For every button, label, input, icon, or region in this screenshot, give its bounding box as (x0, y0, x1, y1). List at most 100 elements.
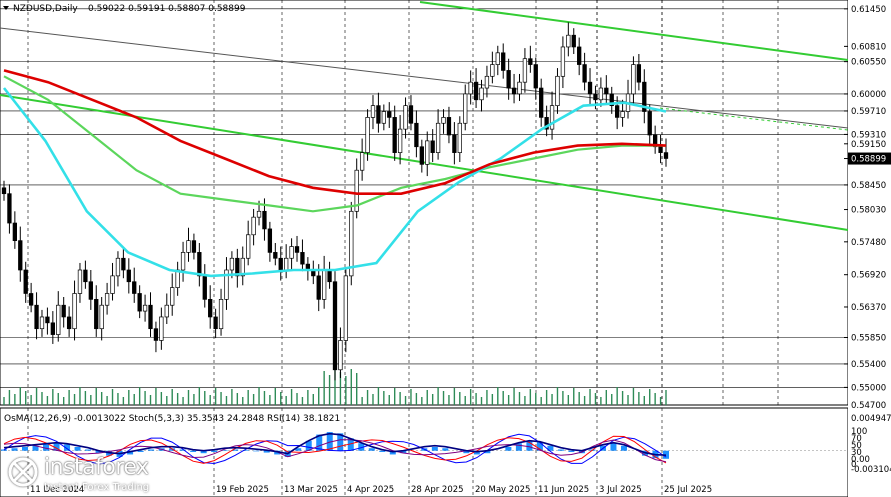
x-tick-label: 4 Apr 2025 (347, 485, 394, 495)
candle-body (12, 222, 18, 242)
osma-bar (95, 450, 102, 454)
candle-body (159, 316, 164, 341)
candle-body (278, 257, 283, 271)
osma-bar (442, 448, 449, 451)
logo-tagline: Instant Forex Trading (44, 482, 150, 493)
candle-body (39, 316, 45, 330)
trend-channel-lines (0, 1, 849, 231)
candle-body (256, 210, 262, 218)
candle-body (235, 257, 240, 277)
candle-body (316, 275, 321, 300)
candle-body (419, 146, 424, 165)
osma-bar (463, 450, 470, 454)
candle-body (213, 316, 218, 330)
osma-bar (536, 442, 543, 451)
osma-bar (137, 450, 144, 452)
candle-body (218, 298, 224, 330)
candle-body (148, 304, 153, 330)
candle-body (473, 81, 479, 101)
y-tick-label: 0.58899 (851, 155, 886, 165)
osma-bar (232, 449, 239, 451)
indicator-tick-label: 70 (851, 434, 862, 444)
y-tick-label: 0.60550 (851, 58, 886, 68)
candle-body (647, 111, 652, 136)
osma-bar (379, 450, 386, 452)
y-tick-label: 0.55850 (851, 334, 886, 344)
osma-bar (505, 446, 512, 451)
x-tick-label: 28 Apr 2025 (411, 485, 464, 495)
candle-body (387, 111, 392, 118)
dropdown-triangle-icon[interactable] (3, 6, 9, 10)
grey-channel-line (0, 27, 849, 129)
logo-mark-icon (8, 457, 38, 487)
candle-body (300, 252, 305, 265)
candle-body (359, 152, 365, 171)
indicator-tick-label: 30 (851, 448, 862, 458)
stoch-main-line (3, 433, 667, 465)
main-chart-frame (0, 0, 849, 406)
candle-body (229, 257, 235, 271)
candlesticks (1, 22, 669, 381)
candle-body (609, 93, 614, 107)
candle-body (397, 128, 403, 153)
osma-bar (64, 444, 71, 451)
osma-bar (515, 443, 522, 451)
y-tick-label: 0.55000 (851, 383, 886, 393)
x-tick-label: 13 Mar 2025 (284, 485, 338, 495)
y-tick-label: 0.61450 (851, 5, 886, 15)
candle-body (224, 269, 229, 300)
candle-body (587, 81, 593, 95)
candle-body (560, 46, 566, 77)
y-tick-label: 0.56370 (851, 303, 886, 313)
candle-body (294, 246, 300, 253)
osma-bar (368, 448, 375, 451)
price-axis: 0.61450 0.60810 0.60550 0.60000 0.59710 0.593… (844, 0, 891, 497)
osma-bar (1, 449, 7, 451)
osma-bar (274, 450, 281, 455)
osma-bar (295, 448, 302, 451)
candle-body (110, 275, 115, 294)
candle-body (522, 58, 528, 83)
candle-body (577, 46, 582, 65)
osma-bar (431, 446, 438, 451)
candle-body (208, 298, 213, 318)
symbol-label: NZDUSD,Daily (13, 4, 78, 14)
candle-body (191, 240, 197, 253)
instaforex-logo: instaforex Instant Forex Trading (4, 455, 204, 495)
candle-body (392, 117, 397, 153)
candle-body (289, 246, 294, 259)
chart-header: NZDUSD,Daily 0.59022 0.59191 0.58807 0.5… (3, 4, 246, 14)
osma-bar (263, 450, 270, 453)
candle-body (262, 210, 267, 230)
candle-body (463, 93, 468, 124)
y-tick-label: 0.59310 (851, 130, 886, 140)
osma-bar (610, 443, 617, 451)
candle-body (642, 81, 647, 112)
osma-bar (358, 443, 365, 451)
logo-brand-text: instaforex (44, 455, 149, 480)
candle-body (349, 210, 354, 277)
osma-bar (11, 448, 18, 451)
candle-body (403, 105, 408, 130)
osma-bar (316, 434, 323, 451)
candle-body (468, 81, 473, 95)
dashed-projection-line (659, 107, 849, 131)
osma-bar (400, 450, 407, 454)
osma-bar (200, 450, 207, 454)
candle-body (170, 287, 175, 306)
candle-body (7, 193, 12, 224)
current-price-box (848, 152, 891, 165)
candle-body (77, 269, 83, 294)
y-tick-label: 0.60810 (851, 42, 886, 52)
candle-body (343, 275, 349, 341)
x-tick-label: 19 Feb 2025 (216, 485, 269, 495)
candle-body (94, 298, 99, 330)
osma-bar (389, 450, 396, 455)
y-tick-label: 0.58450 (851, 181, 886, 191)
osma-bar (347, 438, 354, 451)
upper-channel-line (419, 1, 849, 61)
osma-bar (22, 446, 29, 451)
y-tick-label: 0.60000 (851, 90, 886, 100)
osma-bar (74, 446, 81, 451)
